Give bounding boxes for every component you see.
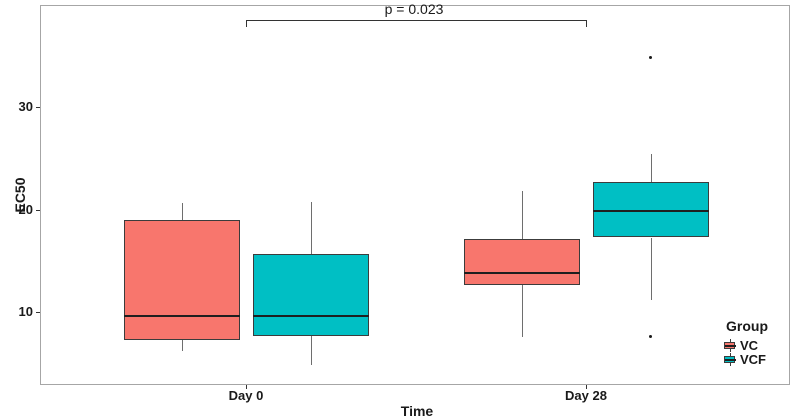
legend-label-vc: VC: [740, 338, 759, 353]
x-axis-title: Time: [400, 403, 434, 419]
key-median-line: [725, 359, 736, 361]
key-box: [724, 355, 736, 363]
legend-item-vcf: VCF: [724, 353, 794, 366]
legend-label-vcf: VCF: [740, 352, 766, 367]
outlier-point: [649, 55, 652, 59]
x-tick-mark: [246, 385, 247, 389]
key-median-line: [725, 345, 736, 347]
whisker-upper: [181, 202, 183, 221]
legend-item-vc: VC: [724, 339, 794, 352]
y-tick-label: 20: [18, 201, 33, 217]
boxplot-key-icon: [724, 339, 736, 352]
y-tick-mark: [36, 209, 40, 211]
box-vc-day0: [123, 220, 240, 340]
p-value-label: p = 0.023: [384, 1, 444, 17]
box-vc-day28: [463, 238, 580, 285]
median-line: [592, 209, 709, 212]
whisker-upper: [521, 191, 523, 239]
y-tick-label: 30: [18, 99, 33, 115]
median-line: [123, 315, 240, 318]
y-tick-mark: [36, 312, 40, 314]
bracket-tick-right: [586, 20, 587, 27]
whisker-lower: [181, 339, 183, 352]
bracket-line: [246, 20, 587, 21]
whisker-upper: [650, 153, 652, 183]
legend: Group VC VCF: [724, 318, 794, 367]
whisker-lower: [310, 335, 312, 365]
x-tick-label: Day 28: [565, 388, 607, 403]
legend-title: Group: [726, 318, 768, 334]
x-tick-label: Day 0: [228, 388, 264, 403]
median-line: [252, 315, 369, 318]
box-vcf-day28: [592, 182, 709, 238]
key-box: [724, 341, 736, 349]
x-tick-mark: [586, 385, 587, 389]
whisker-lower: [521, 284, 523, 337]
whisker-upper: [310, 201, 312, 254]
y-tick-mark: [36, 107, 40, 109]
y-tick-label: 10: [18, 304, 33, 320]
box-vcf-day0: [252, 253, 369, 336]
whisker-lower: [650, 237, 652, 300]
median-line: [463, 272, 580, 275]
outlier-point: [649, 335, 652, 339]
boxplot-key-icon: [724, 353, 736, 366]
bracket-tick-left: [246, 20, 247, 27]
